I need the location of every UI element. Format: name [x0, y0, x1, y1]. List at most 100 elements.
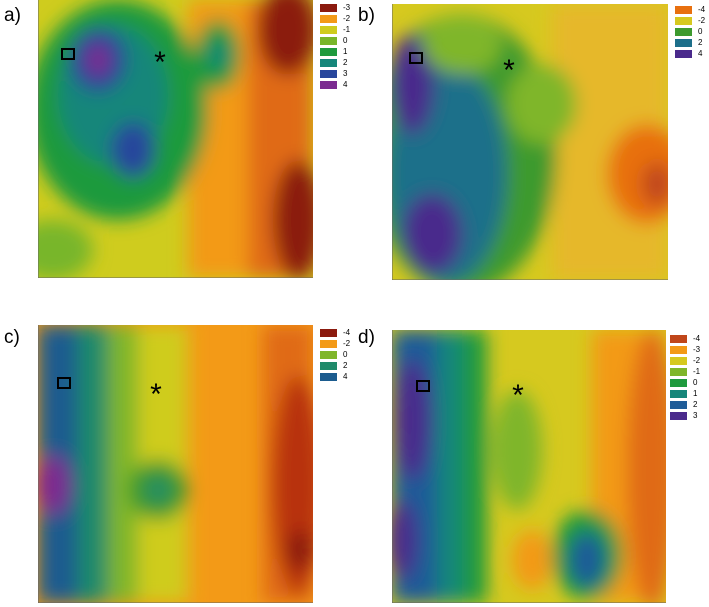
legend-swatch	[670, 400, 687, 409]
legend-swatch	[320, 328, 337, 337]
legend-value: -2	[343, 339, 351, 348]
panel-label-c: c)	[4, 327, 20, 348]
legend-swatch	[320, 350, 337, 359]
legend-swatch	[675, 49, 692, 58]
legend-value: 3	[343, 69, 348, 78]
star-marker-c: *	[150, 378, 162, 411]
legend-value: 4	[343, 80, 348, 89]
legend-item: 2	[670, 399, 700, 410]
contour-map-c: *	[38, 325, 313, 603]
contour-plot-c: *	[38, 325, 313, 603]
legend-value: 4	[698, 49, 703, 58]
legend-item: -1	[320, 24, 350, 35]
legend-swatch	[670, 367, 687, 376]
legend-item: -2	[320, 338, 350, 349]
legend-item: 1	[320, 46, 350, 57]
legend-item: 4	[675, 48, 705, 59]
legend-item: 0	[320, 35, 350, 46]
legend-swatch	[670, 389, 687, 398]
legend-value: 2	[693, 400, 698, 409]
legend-item: 2	[675, 37, 705, 48]
legend-swatch	[670, 334, 687, 343]
legend-item: 0	[675, 26, 705, 37]
legend-item: 0	[670, 377, 700, 388]
legend-item: 2	[320, 360, 350, 371]
legend-item: -4	[670, 333, 700, 344]
legend-swatch	[670, 411, 687, 420]
legend-swatch	[670, 378, 687, 387]
legend-d: -4 -3 -2 -1 0 1 2 3	[670, 333, 700, 421]
legend-value: -4	[693, 334, 701, 343]
legend-item: 3	[670, 410, 700, 421]
legend-item: -1	[670, 366, 700, 377]
contour-map-a: *	[38, 0, 313, 278]
contour-map-d: *	[392, 330, 666, 603]
square-marker-b	[409, 52, 423, 64]
legend-swatch	[320, 339, 337, 348]
legend-swatch	[320, 372, 337, 381]
legend-item: -4	[320, 327, 350, 338]
legend-swatch	[320, 69, 337, 78]
legend-item: -2	[675, 15, 705, 26]
legend-swatch	[675, 27, 692, 36]
star-marker-d: *	[512, 379, 524, 412]
legend-item: 3	[320, 68, 350, 79]
square-marker-a	[61, 48, 75, 60]
legend-c: -4 -2 0 2 4	[320, 327, 350, 382]
star-marker-b: *	[503, 54, 515, 87]
legend-value: 2	[698, 38, 703, 47]
legend-item: 0	[320, 349, 350, 360]
legend-item: 4	[320, 79, 350, 90]
panel-label-a: a)	[4, 5, 21, 26]
legend-value: 0	[693, 378, 698, 387]
legend-value: 2	[343, 58, 348, 67]
legend-swatch	[675, 38, 692, 47]
contour-map-b: *	[392, 4, 668, 280]
square-marker-d	[416, 380, 430, 392]
legend-value: -4	[343, 328, 351, 337]
contour-plot-b: *	[392, 4, 668, 280]
legend-value: 1	[343, 47, 348, 56]
legend-swatch	[320, 25, 337, 34]
square-marker-c	[57, 377, 71, 389]
legend-swatch	[320, 14, 337, 23]
legend-swatch	[675, 5, 692, 14]
panel-label-b: b)	[358, 5, 375, 26]
legend-swatch	[320, 361, 337, 370]
legend-a: -3 -2 -1 0 1 2 3 4	[320, 2, 350, 90]
legend-value: -2	[343, 14, 351, 23]
legend-swatch	[670, 345, 687, 354]
legend-value: 0	[698, 27, 703, 36]
legend-swatch	[320, 58, 337, 67]
contour-plot-a: *	[38, 0, 313, 278]
legend-value: 0	[343, 350, 348, 359]
legend-swatch	[320, 47, 337, 56]
legend-value: -3	[343, 3, 351, 12]
legend-value: 3	[693, 411, 698, 420]
legend-item: 1	[670, 388, 700, 399]
legend-item: -4	[675, 4, 705, 15]
legend-item: -3	[320, 2, 350, 13]
legend-swatch	[320, 80, 337, 89]
legend-value: -2	[698, 16, 706, 25]
legend-swatch	[670, 356, 687, 365]
contour-plot-d: *	[392, 330, 666, 603]
legend-value: 1	[693, 389, 698, 398]
legend-swatch	[320, 3, 337, 12]
panel-label-d: d)	[358, 327, 375, 348]
legend-b: -4 -2 0 2 4	[675, 4, 705, 59]
star-marker-a: *	[154, 46, 166, 79]
legend-item: -3	[670, 344, 700, 355]
legend-swatch	[675, 16, 692, 25]
legend-value: -1	[343, 25, 351, 34]
legend-value: -4	[698, 5, 706, 14]
legend-value: 4	[343, 372, 348, 381]
legend-value: -1	[693, 367, 701, 376]
legend-item: 2	[320, 57, 350, 68]
legend-item: 4	[320, 371, 350, 382]
legend-value: 0	[343, 36, 348, 45]
legend-item: -2	[670, 355, 700, 366]
legend-swatch	[320, 36, 337, 45]
legend-value: 2	[343, 361, 348, 370]
legend-item: -2	[320, 13, 350, 24]
